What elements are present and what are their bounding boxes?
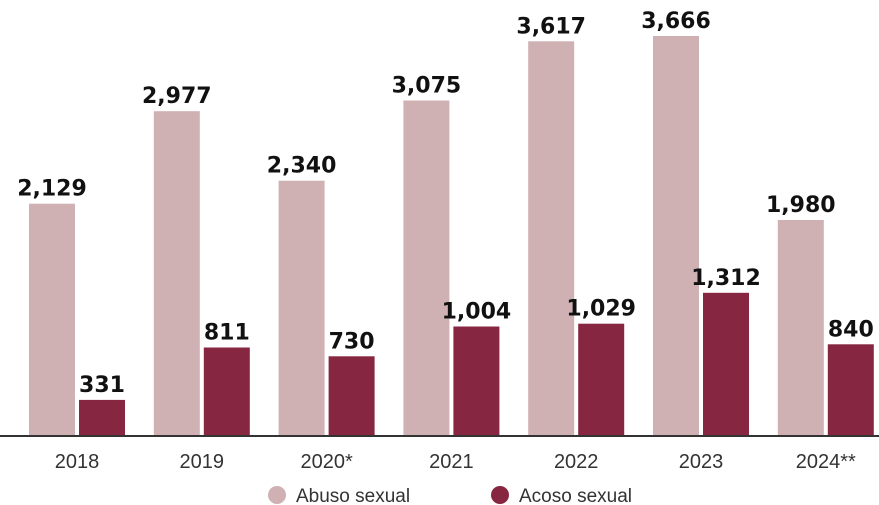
value-labels-layer: 2,129 331 2,977 811 2,340 730 3,075 1,004 3,617 1…: [17, 9, 874, 398]
bar-abuso-0: [29, 203, 75, 436]
value-label-acoso-3: 1,004: [442, 300, 512, 325]
bar-acoso-4: [578, 323, 625, 436]
bar-abuso-3: [403, 100, 450, 436]
value-label-abuso-1: 2,977: [142, 84, 212, 109]
value-label-acoso-2: 730: [329, 329, 375, 354]
value-label-abuso-4: 3,617: [516, 14, 586, 39]
bar-abuso-2: [278, 180, 325, 436]
legend: Abuso sexual Acoso sexual: [268, 486, 632, 505]
value-label-acoso-5: 1,312: [691, 266, 761, 291]
bar-acoso-2: [328, 356, 375, 436]
bar-acoso-0: [79, 399, 125, 436]
value-label-abuso-0: 2,129: [17, 177, 87, 202]
x-tick-label-0: 2018: [55, 451, 100, 473]
bars-layer: [29, 36, 874, 437]
legend-label-abuso: Abuso sexual: [296, 486, 410, 505]
bar-acoso-1: [203, 347, 250, 436]
bar-acoso-3: [453, 326, 500, 436]
x-tick-labels-layer: 2018 2019 2020* 2021 2022 2023 2024**: [55, 451, 856, 473]
value-label-acoso-1: 811: [204, 321, 250, 346]
x-tick-label-1: 2019: [180, 451, 225, 473]
x-tick-label-3: 2021: [429, 451, 474, 473]
x-tick-label-2: 2020*: [300, 451, 352, 473]
legend-swatch-acoso: [491, 486, 509, 504]
legend-label-acoso: Acoso sexual: [519, 486, 632, 505]
bar-acoso-6: [827, 344, 874, 436]
value-label-abuso-2: 2,340: [267, 154, 337, 179]
bar-abuso-5: [653, 36, 699, 436]
value-label-acoso-6: 840: [828, 317, 874, 342]
x-tick-label-4: 2022: [554, 451, 599, 473]
legend-swatch-abuso: [268, 486, 286, 504]
bar-acoso-5: [703, 292, 749, 436]
value-label-abuso-6: 1,980: [766, 193, 836, 218]
bar-abuso-1: [153, 111, 200, 436]
value-label-abuso-5: 3,666: [641, 9, 711, 34]
x-tick-label-5: 2023: [679, 451, 724, 473]
value-label-acoso-0: 331: [79, 373, 125, 398]
value-label-abuso-3: 3,075: [392, 74, 462, 99]
x-tick-label-6: 2024**: [796, 451, 856, 473]
bar-abuso-4: [528, 41, 575, 437]
bar-abuso-6: [777, 220, 824, 436]
value-label-acoso-4: 1,029: [566, 297, 636, 322]
